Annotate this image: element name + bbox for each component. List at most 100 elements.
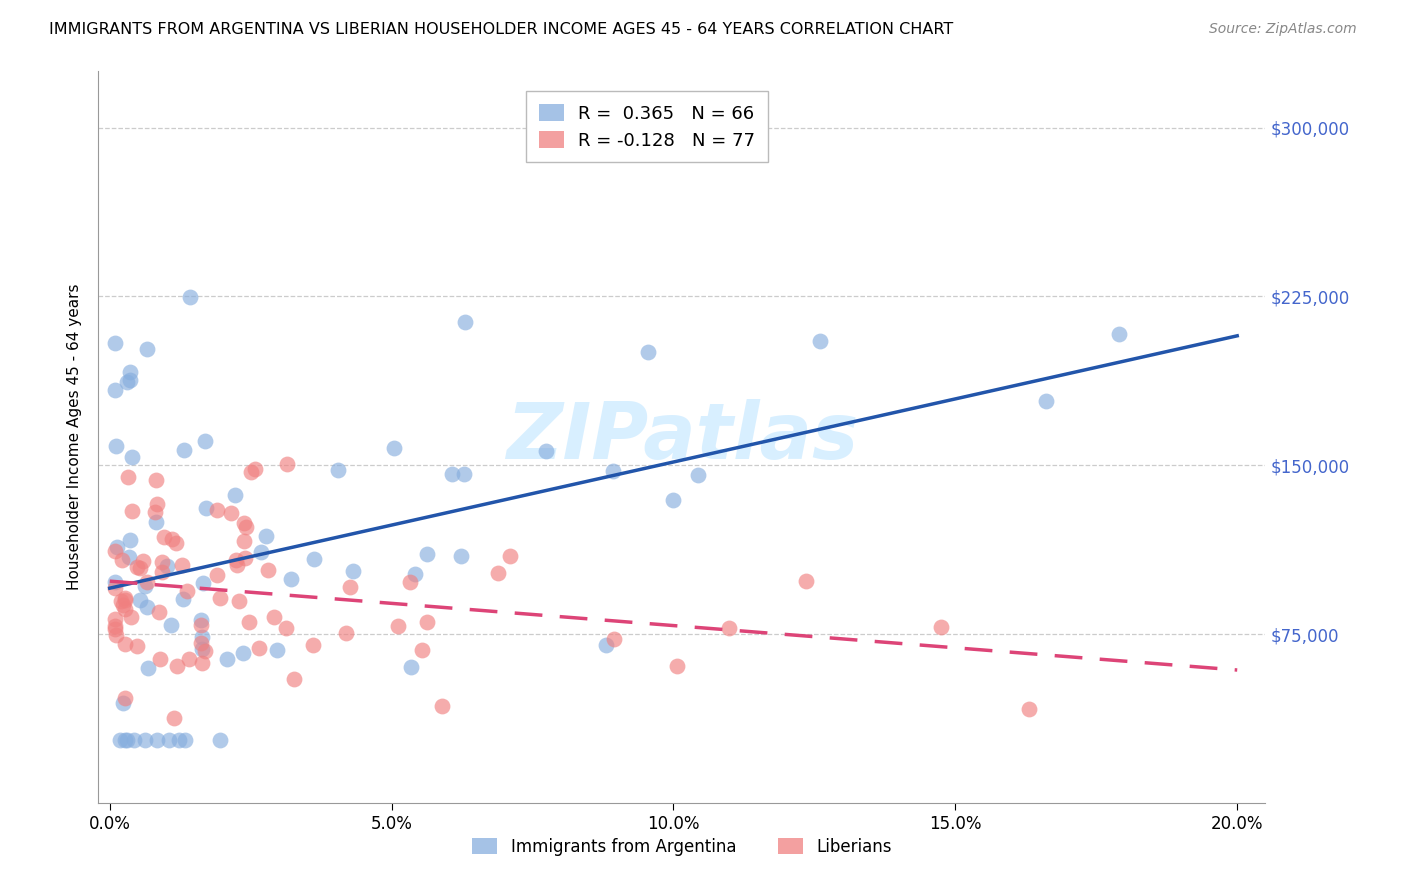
Point [808, 334, 831, 348]
Point [190, 636, 212, 650]
Point [245, 462, 267, 476]
Point [115, 732, 138, 747]
Point [665, 658, 688, 673]
Point [149, 651, 172, 665]
Point [176, 583, 198, 598]
Point [104, 336, 127, 351]
Point [170, 558, 193, 572]
Point [205, 502, 228, 516]
Point [191, 642, 214, 657]
Point [454, 315, 477, 329]
Point [225, 553, 247, 567]
Point [114, 637, 136, 651]
Point [111, 553, 134, 567]
Point [194, 434, 217, 449]
Point [215, 651, 238, 665]
Point [104, 622, 127, 636]
Point [121, 450, 143, 464]
Point [166, 658, 188, 673]
Point [121, 504, 143, 518]
Point [404, 567, 426, 582]
Point [160, 618, 183, 632]
Point [135, 600, 157, 615]
Point [382, 441, 405, 455]
Point [256, 563, 278, 577]
Point [416, 615, 439, 630]
Point [115, 375, 138, 389]
Point [173, 443, 195, 458]
Point [224, 488, 246, 502]
Point [167, 732, 190, 747]
Point [150, 555, 173, 569]
Point [132, 554, 155, 568]
Point [208, 591, 231, 606]
Point [339, 580, 361, 594]
Point [302, 552, 325, 566]
Point [266, 643, 288, 657]
Point [104, 612, 127, 626]
Text: ZIPatlas: ZIPatlas [506, 399, 858, 475]
Point [602, 464, 624, 478]
Text: IMMIGRANTS FROM ARGENTINA VS LIBERIAN HOUSEHOLDER INCOME AGES 45 - 64 YEARS CORR: IMMIGRANTS FROM ARGENTINA VS LIBERIAN HO… [49, 22, 953, 37]
Point [411, 642, 433, 657]
Point [387, 618, 409, 632]
Point [194, 644, 217, 658]
Point [129, 561, 152, 575]
Point [125, 560, 148, 574]
Point [104, 544, 127, 558]
Point [250, 545, 273, 559]
Point [283, 672, 305, 686]
Point [191, 657, 214, 671]
Point [453, 467, 475, 482]
Point [112, 598, 135, 612]
Point [235, 520, 257, 534]
Point [450, 549, 472, 563]
Point [280, 572, 302, 586]
Point [233, 551, 256, 566]
Point [219, 506, 242, 520]
Point [110, 594, 132, 608]
Point [276, 457, 298, 471]
Point [486, 566, 509, 580]
Point [179, 289, 201, 303]
Point [335, 625, 357, 640]
Point [263, 609, 285, 624]
Point [232, 646, 254, 660]
Point [117, 470, 139, 484]
Point [114, 732, 136, 747]
Point [136, 661, 159, 675]
Point [108, 732, 131, 747]
Point [114, 602, 136, 616]
Point [254, 529, 277, 543]
Point [145, 515, 167, 529]
Point [125, 639, 148, 653]
Point [205, 568, 228, 582]
Point [603, 632, 626, 647]
Point [401, 659, 423, 673]
Point [688, 468, 710, 483]
Point [194, 501, 217, 516]
Point [226, 558, 249, 572]
Point [134, 732, 156, 747]
Point [536, 444, 558, 458]
Point [156, 558, 179, 573]
Point [104, 581, 127, 595]
Point [150, 565, 173, 579]
Point [134, 579, 156, 593]
Point [208, 732, 231, 747]
Point [190, 618, 212, 632]
Point [440, 467, 463, 481]
Point [135, 343, 157, 357]
Point [120, 373, 142, 387]
Y-axis label: Householder Income Ages 45 - 64 years: Householder Income Ages 45 - 64 years [67, 284, 83, 591]
Point [247, 640, 270, 655]
Point [120, 533, 142, 547]
Point [328, 463, 350, 477]
Point [172, 592, 194, 607]
Point [145, 473, 167, 487]
Point [416, 547, 439, 561]
Point [118, 549, 141, 564]
Point [662, 492, 685, 507]
Point [114, 591, 136, 605]
Point [104, 628, 127, 642]
